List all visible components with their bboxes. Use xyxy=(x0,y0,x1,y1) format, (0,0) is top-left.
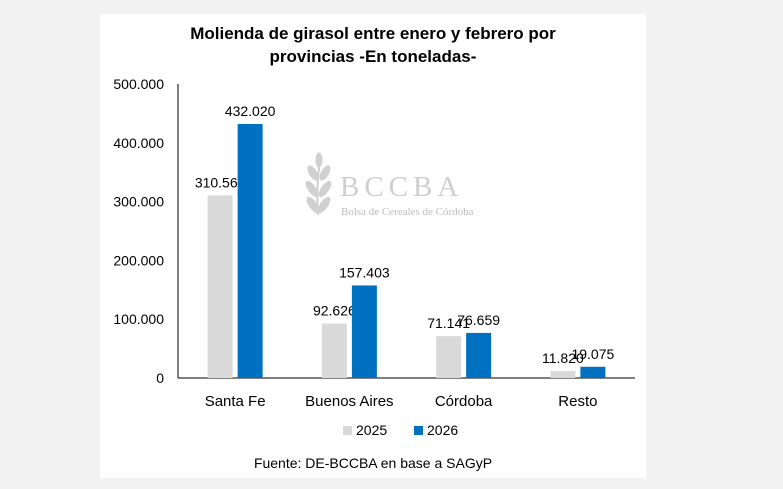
bar-2025 xyxy=(550,371,576,378)
data-label-2026: 432.020 xyxy=(225,103,276,119)
data-label-2025: 11.820 xyxy=(542,350,584,366)
bar-2026 xyxy=(237,123,263,379)
legend-swatch-2026 xyxy=(414,426,423,435)
y-tick-label: 400.000 xyxy=(113,135,164,151)
data-label-2025: 92.626 xyxy=(313,303,356,319)
x-tick-label: Santa Fe xyxy=(205,393,266,410)
legend-label-2025: 2025 xyxy=(356,422,387,438)
x-tick-label: Resto xyxy=(558,393,597,410)
y-tick-label: 300.000 xyxy=(113,194,164,210)
y-tick-label: 100.000 xyxy=(113,311,164,327)
x-tick-label: Córdoba xyxy=(435,393,493,410)
wheat-logo-icon xyxy=(305,152,332,216)
bar-2025 xyxy=(321,323,347,378)
watermark-subtitle: Bolsa de Cereales de Córdoba xyxy=(341,206,474,218)
bar-2025 xyxy=(436,336,462,378)
y-tick-label: 0 xyxy=(156,370,164,386)
bccba-watermark: BCCBA Bolsa de Cereales de Córdoba xyxy=(305,152,474,218)
chart-title-line-2: provincias -En toneladas- xyxy=(269,47,477,66)
chart-title-line-1: Molienda de girasol entre enero y febrer… xyxy=(190,24,556,43)
data-label-2026: 76.659 xyxy=(457,312,500,328)
chart-panel xyxy=(100,14,646,478)
source-note: Fuente: DE-BCCBA en base a SAGyP xyxy=(253,455,493,471)
x-tick-label: Buenos Aires xyxy=(305,393,393,410)
y-tick-label: 500.000 xyxy=(113,76,164,92)
data-label-2025: 310.567 xyxy=(195,174,246,190)
data-label-2026: 157.403 xyxy=(339,264,390,280)
data-label-2025: 71.141 xyxy=(427,315,470,331)
watermark-name: BCCBA xyxy=(340,171,463,203)
legend-label-2026: 2026 xyxy=(427,422,458,438)
bar-2026 xyxy=(466,332,492,378)
bar-2026 xyxy=(351,285,377,378)
y-tick-label: 200.000 xyxy=(113,252,164,268)
legend-swatch-2025 xyxy=(343,426,352,435)
bar-2025 xyxy=(207,195,233,378)
data-label-2026: 19.075 xyxy=(571,346,614,362)
bar-2026 xyxy=(580,366,606,378)
chart-title: Molienda de girasol entre enero y febrer… xyxy=(100,22,646,68)
